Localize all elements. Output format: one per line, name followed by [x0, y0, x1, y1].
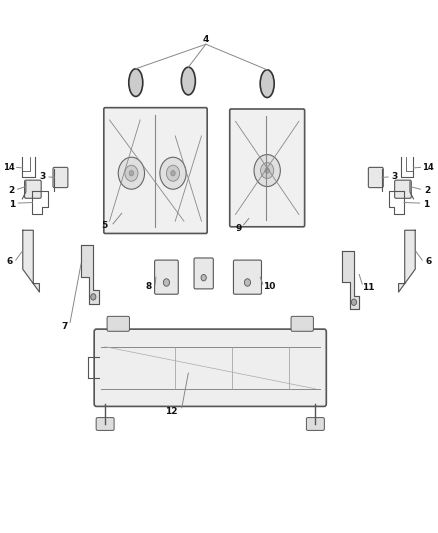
Polygon shape — [23, 230, 39, 292]
Text: 6: 6 — [425, 257, 431, 265]
FancyBboxPatch shape — [291, 317, 314, 331]
Text: 12: 12 — [166, 407, 178, 416]
Text: 2: 2 — [8, 186, 14, 195]
Ellipse shape — [244, 279, 251, 286]
FancyBboxPatch shape — [104, 108, 207, 233]
Ellipse shape — [163, 279, 170, 286]
Text: 14: 14 — [3, 164, 14, 172]
Ellipse shape — [351, 299, 357, 305]
Ellipse shape — [171, 171, 175, 176]
Text: 10: 10 — [263, 282, 276, 291]
Text: 1: 1 — [423, 200, 429, 209]
Ellipse shape — [261, 163, 274, 179]
Polygon shape — [399, 230, 415, 292]
Ellipse shape — [160, 157, 186, 189]
FancyBboxPatch shape — [368, 167, 383, 188]
Ellipse shape — [265, 168, 269, 173]
Text: 5: 5 — [101, 221, 107, 230]
Ellipse shape — [201, 274, 206, 281]
FancyBboxPatch shape — [233, 260, 261, 294]
FancyBboxPatch shape — [307, 418, 324, 431]
FancyBboxPatch shape — [155, 260, 178, 294]
Text: 7: 7 — [62, 322, 68, 330]
Text: 9: 9 — [236, 224, 242, 232]
FancyBboxPatch shape — [230, 109, 305, 227]
Text: 6: 6 — [7, 257, 13, 265]
Polygon shape — [81, 245, 99, 304]
Ellipse shape — [166, 165, 180, 181]
Ellipse shape — [260, 70, 274, 98]
FancyBboxPatch shape — [25, 180, 41, 198]
Ellipse shape — [129, 69, 143, 96]
Ellipse shape — [181, 67, 195, 95]
Ellipse shape — [125, 165, 138, 181]
Text: 3: 3 — [40, 173, 46, 181]
Text: 8: 8 — [146, 282, 152, 291]
Ellipse shape — [254, 155, 280, 187]
Polygon shape — [342, 251, 359, 309]
FancyBboxPatch shape — [96, 418, 114, 431]
FancyBboxPatch shape — [53, 167, 68, 188]
Text: 1: 1 — [9, 200, 15, 209]
FancyBboxPatch shape — [194, 258, 213, 289]
Ellipse shape — [91, 294, 96, 300]
Text: 11: 11 — [362, 284, 374, 292]
Text: 3: 3 — [391, 173, 397, 181]
Text: 2: 2 — [424, 186, 430, 195]
Text: 14: 14 — [423, 164, 434, 172]
FancyBboxPatch shape — [107, 317, 130, 331]
FancyBboxPatch shape — [395, 180, 411, 198]
Ellipse shape — [129, 171, 134, 176]
Ellipse shape — [118, 157, 145, 189]
Text: 4: 4 — [203, 36, 209, 44]
FancyBboxPatch shape — [94, 329, 326, 406]
